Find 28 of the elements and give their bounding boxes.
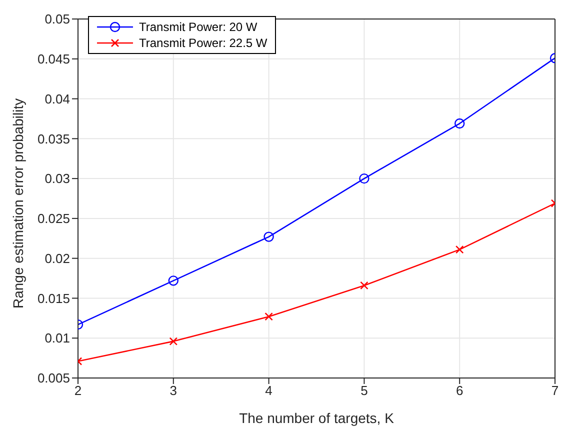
point [360,281,368,290]
x-tick-label: 4 [265,383,272,398]
y-tick-label: 0.015 [37,290,70,306]
y-tick-label: 0.045 [37,52,70,67]
y-tick-label: 0.05 [44,12,70,27]
y-tick-label: 0.01 [44,330,70,346]
y-tick-label: 0.025 [37,211,70,226]
x-tick-label: 5 [360,383,368,398]
point [359,173,370,184]
x-tick-label: 6 [456,383,464,398]
legend-label: Transmit Power: 22.5 W [139,35,268,51]
y-tick-label: 0.03 [44,171,70,186]
y-axis-title: Range estimation error probability [10,98,26,308]
point [168,276,178,286]
y-tick-label: 0.04 [44,91,70,106]
x-tick-label: 3 [170,383,178,398]
point [264,312,273,321]
point [169,337,178,346]
x-tick-label: 2 [74,383,82,398]
y-tick-label: 0.005 [37,370,70,386]
point [454,118,465,129]
point [455,245,464,254]
y-tick-label: 0.035 [37,131,70,146]
x-tick-label: 7 [551,383,559,398]
x-axis-title: The number of targets, K [239,410,395,426]
point [264,232,274,242]
legend-label: Transmit Power: 20 W [139,19,258,35]
y-tick-label: 0.02 [44,250,70,266]
